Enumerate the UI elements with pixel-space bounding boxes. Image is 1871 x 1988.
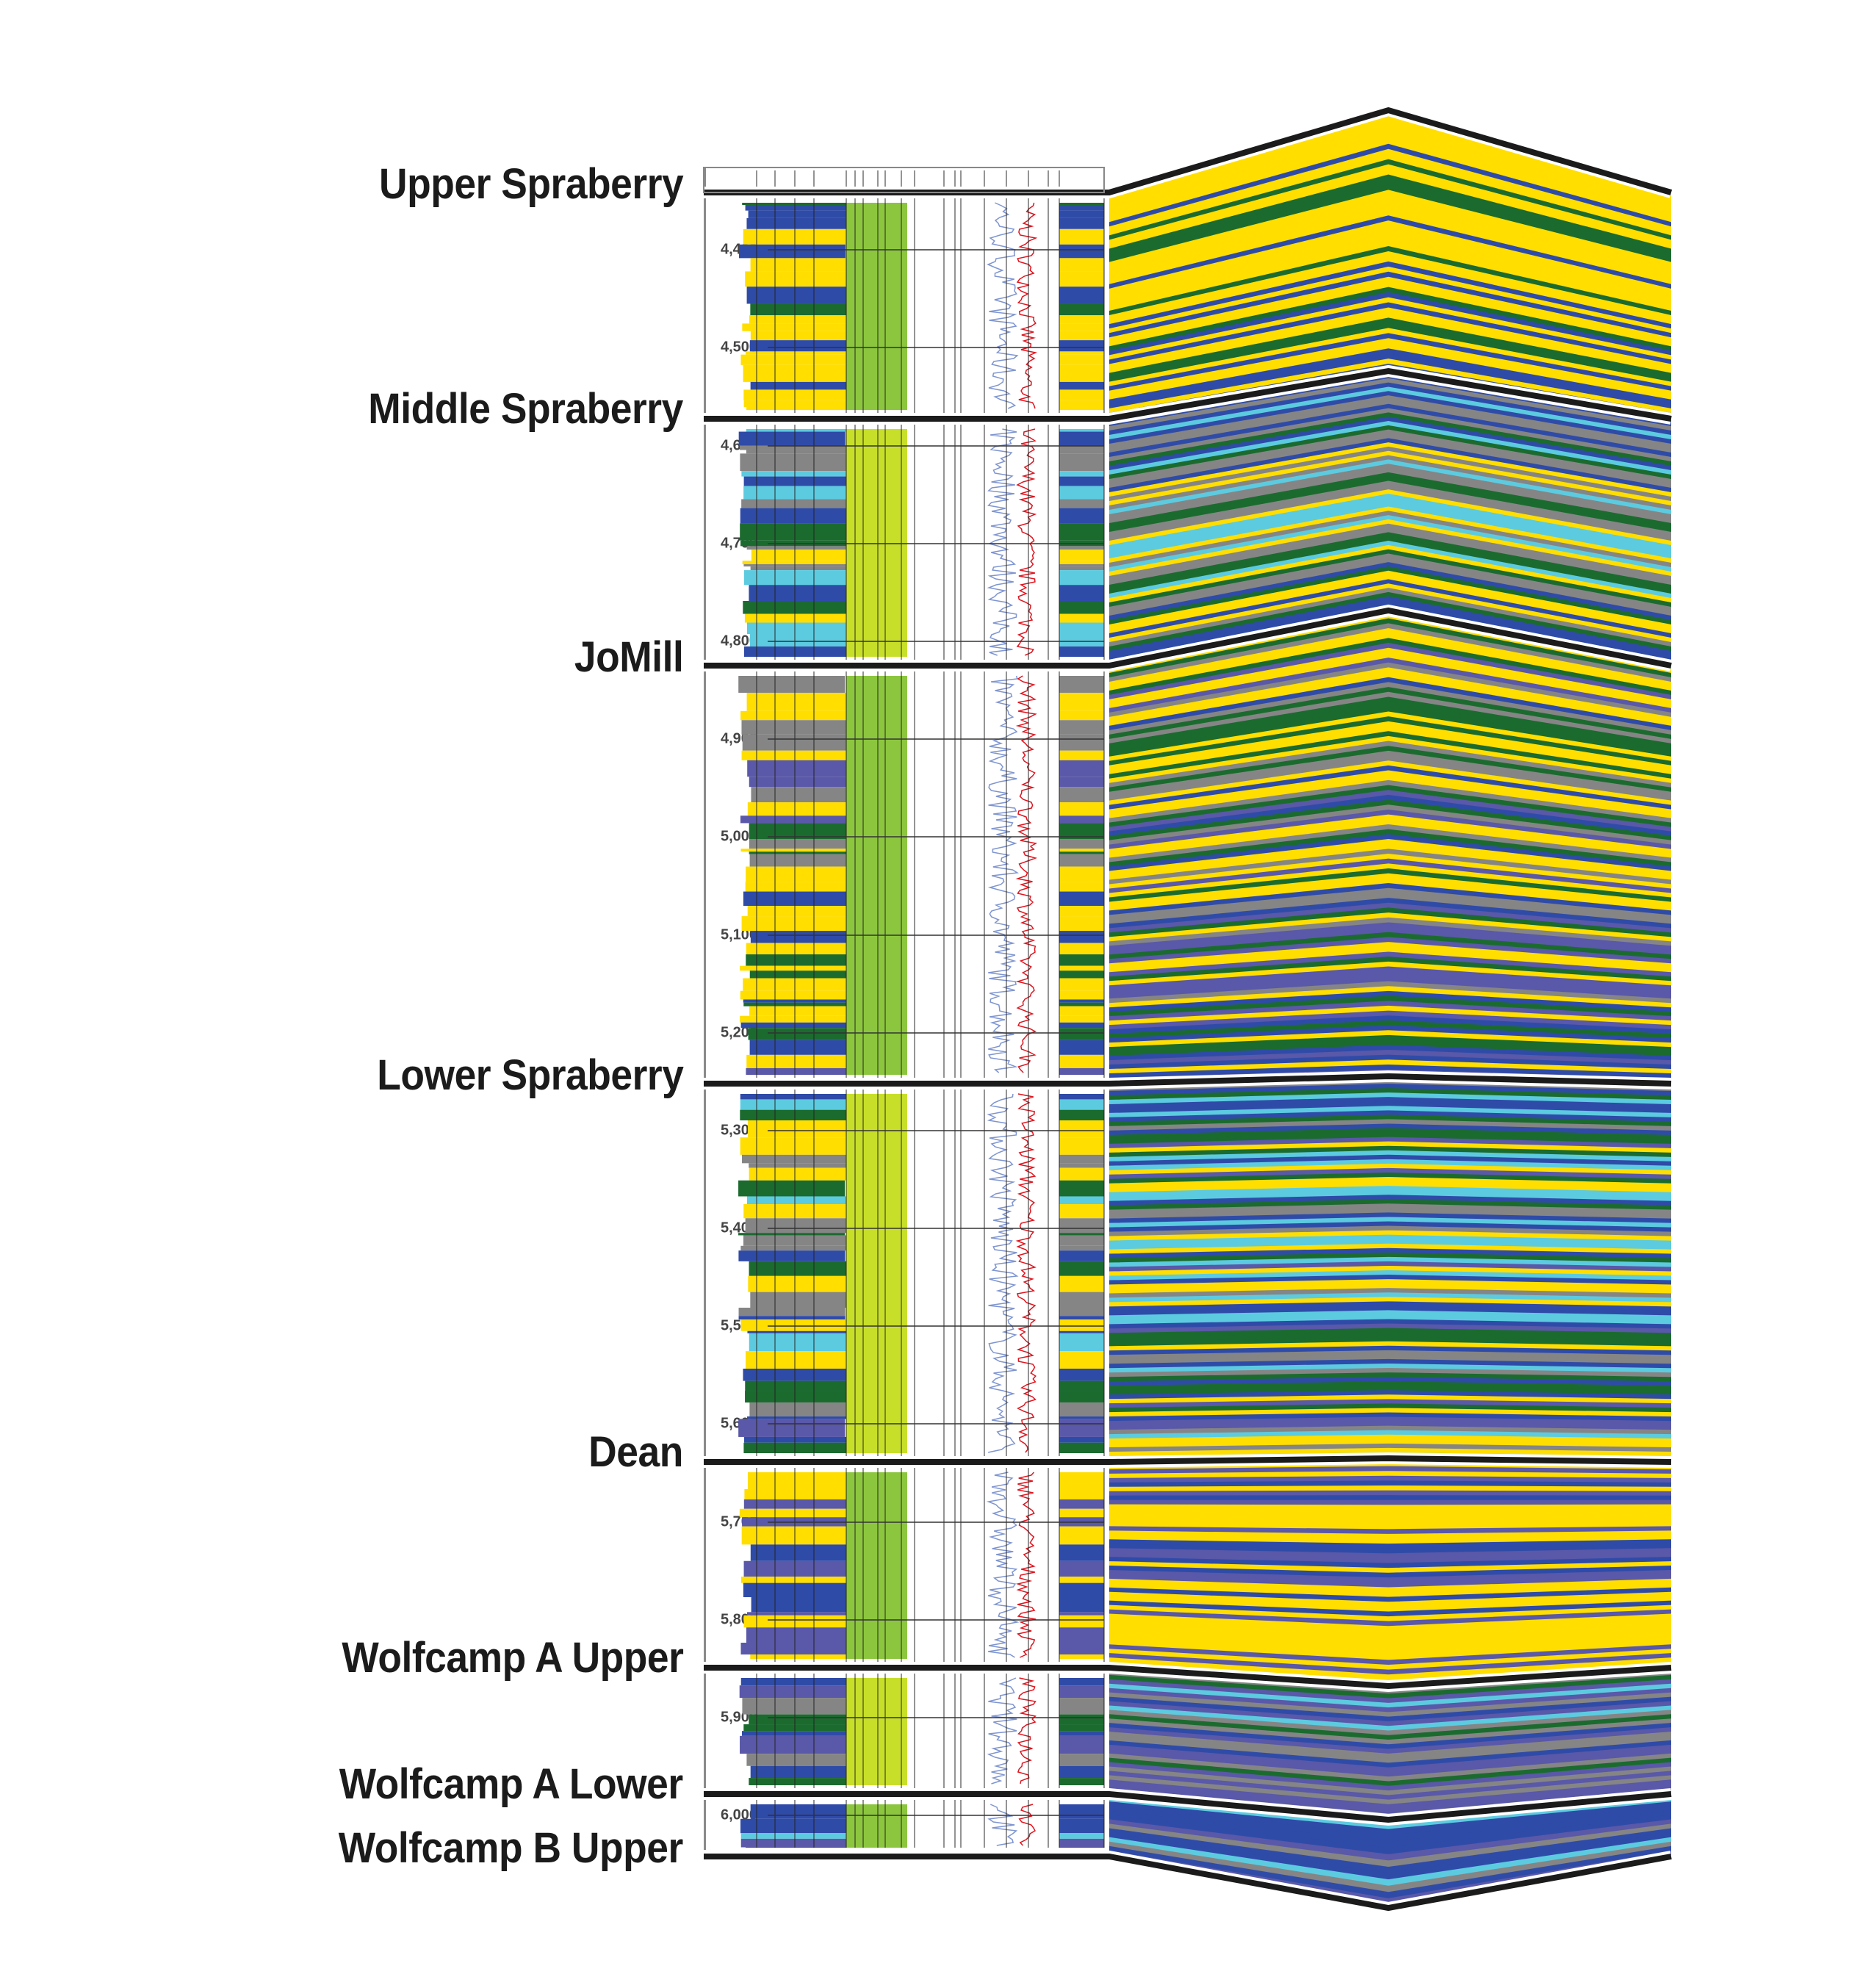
formation-label: Wolfcamp A Upper bbox=[341, 1634, 683, 1682]
formation-label: Dean bbox=[588, 1428, 683, 1476]
formation-label: Upper Spraberry bbox=[378, 160, 684, 208]
formation-label: Middle Spraberry bbox=[368, 385, 683, 433]
formation-label: Wolfcamp B Upper bbox=[339, 1824, 683, 1872]
formation-labels: Upper Spraberry Middle Spraberry JoMill Low… bbox=[0, 0, 683, 1988]
formation-label: JoMill bbox=[574, 633, 684, 681]
depth-tick-label: 4,500 bbox=[721, 339, 758, 356]
formation-label: Wolfcamp A Lower bbox=[339, 1760, 683, 1808]
depth-tick-label: 5,200 bbox=[721, 1024, 758, 1041]
formation-label: Lower Spraberry bbox=[376, 1051, 684, 1099]
depth-tick-label: 5,000 bbox=[721, 828, 758, 845]
depth-tick-label: 4,800 bbox=[721, 633, 758, 649]
